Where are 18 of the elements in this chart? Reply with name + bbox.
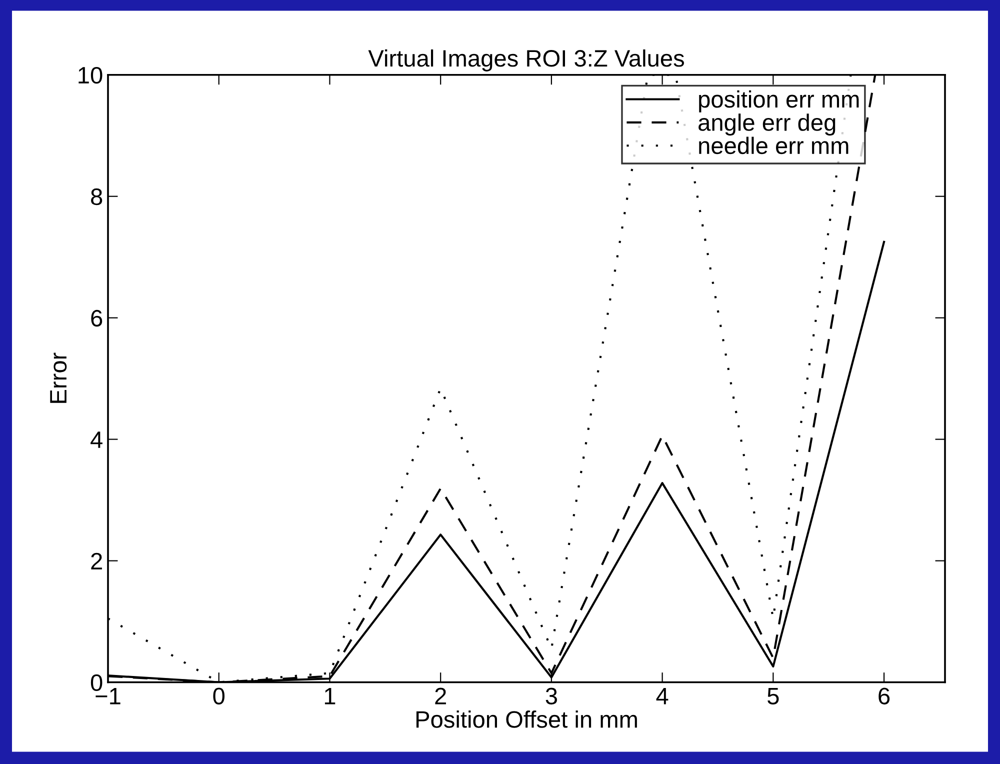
x-tick-label: 1 [324, 688, 336, 704]
legend-label: needle err mm [699, 136, 848, 154]
y-axis-title: Error [50, 352, 67, 403]
y-tick-label: 8 [91, 188, 102, 206]
chart-title: Virtual Images ROI 3:Z Values [368, 49, 684, 72]
x-tick-label: 4 [656, 688, 668, 704]
x-tick-label: 0 [213, 688, 225, 704]
legend-label: position err mm [699, 90, 859, 112]
y-tick-label: 10 [78, 66, 102, 84]
x-tick-label: 3 [546, 688, 557, 704]
x-axis-title: Position Offset in mm [416, 710, 637, 728]
legend-label: angle err deg [698, 114, 836, 136]
x-tick-label: 6 [878, 688, 890, 704]
x-tick-label: 2 [435, 688, 446, 704]
y-tick-label: 2 [91, 552, 102, 570]
y-tick-label: 6 [91, 310, 102, 327]
y-tick-label: 4 [90, 432, 102, 448]
x-tick-label: 5 [768, 688, 779, 704]
